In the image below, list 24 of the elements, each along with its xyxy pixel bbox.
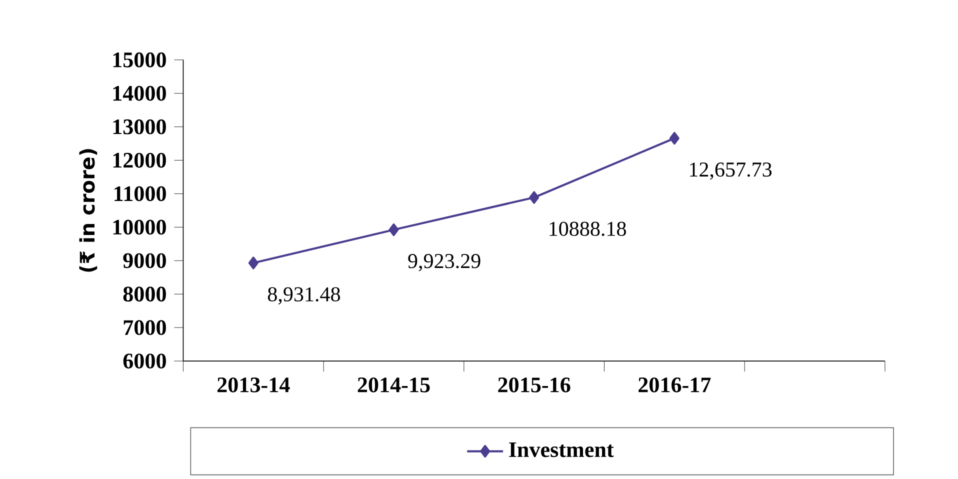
y-tick-label: 9000 <box>123 253 166 268</box>
data-label: 10888.18 <box>550 222 626 236</box>
y-tick-label: 11000 <box>114 186 166 202</box>
point <box>669 132 680 145</box>
x-tick-label: 2014-15 <box>358 377 430 392</box>
point <box>388 223 399 236</box>
x-tick-label: 2016-17 <box>638 377 711 392</box>
y-tick-label: 13000 <box>113 119 166 134</box>
y-tick-label: 6000 <box>123 354 166 369</box>
y-axis-title: (₹ in crore) <box>79 149 98 272</box>
legend-label: Investment <box>509 442 614 458</box>
data-label: 8,931.48 <box>268 287 340 304</box>
y-tick-label: 7000 <box>124 320 166 336</box>
y-tick-label: 12000 <box>113 152 166 168</box>
y-tick-label: 8000 <box>123 286 166 302</box>
y-tick-label: 14000 <box>113 86 166 101</box>
data-label: 9,923.29 <box>408 254 480 272</box>
x-tick-label: 2015-16 <box>498 377 570 392</box>
y-tick-label: 15000 <box>113 52 166 68</box>
y-tick-label: 10000 <box>113 220 166 235</box>
point <box>248 256 258 270</box>
data-label: 12,657.73 <box>690 162 772 180</box>
x-tick-label: 2013-14 <box>217 377 290 392</box>
point <box>529 191 540 204</box>
